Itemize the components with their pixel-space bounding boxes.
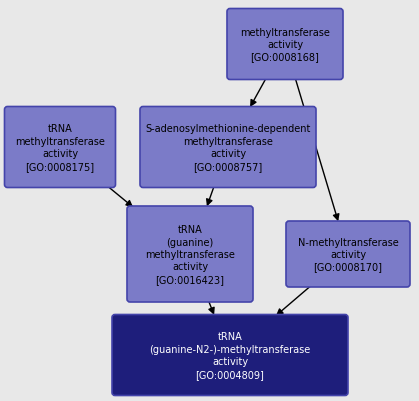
Text: methyltransferase
activity
[GO:0008168]: methyltransferase activity [GO:0008168] bbox=[240, 28, 330, 62]
FancyBboxPatch shape bbox=[140, 107, 316, 188]
Text: tRNA
(guanine-N2-)-methyltransferase
activity
[GO:0004809]: tRNA (guanine-N2-)-methyltransferase act… bbox=[150, 332, 310, 379]
FancyBboxPatch shape bbox=[5, 107, 116, 188]
Text: S-adenosylmethionine-dependent
methyltransferase
activity
[GO:0008757]: S-adenosylmethionine-dependent methyltra… bbox=[145, 124, 310, 171]
FancyBboxPatch shape bbox=[227, 10, 343, 80]
Text: tRNA
methyltransferase
activity
[GO:0008175]: tRNA methyltransferase activity [GO:0008… bbox=[15, 124, 105, 171]
Text: tRNA
(guanine)
methyltransferase
activity
[GO:0016423]: tRNA (guanine) methyltransferase activit… bbox=[145, 225, 235, 284]
Text: N-methyltransferase
activity
[GO:0008170]: N-methyltransferase activity [GO:0008170… bbox=[297, 237, 398, 272]
FancyBboxPatch shape bbox=[127, 207, 253, 302]
FancyBboxPatch shape bbox=[112, 315, 348, 395]
FancyBboxPatch shape bbox=[286, 221, 410, 287]
